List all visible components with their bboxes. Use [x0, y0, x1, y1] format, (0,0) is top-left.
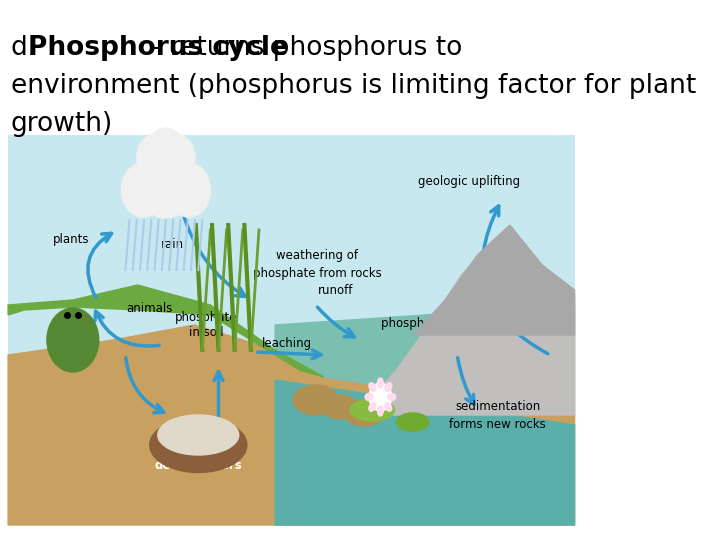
Text: runoff: runoff — [318, 284, 354, 296]
Polygon shape — [413, 225, 575, 335]
Ellipse shape — [377, 378, 383, 388]
Text: animals: animals — [127, 301, 173, 314]
Ellipse shape — [369, 383, 376, 391]
Text: in soil: in soil — [189, 327, 224, 340]
Ellipse shape — [158, 415, 239, 455]
Ellipse shape — [387, 394, 396, 401]
Text: environment (phosphorus is limiting factor for plant: environment (phosphorus is limiting fact… — [11, 73, 696, 99]
Bar — [8, 135, 575, 525]
Ellipse shape — [377, 406, 383, 416]
Text: d.: d. — [11, 35, 44, 61]
Text: geologic uplifting: geologic uplifting — [418, 176, 521, 188]
Text: decomposers: decomposers — [154, 458, 242, 471]
Text: Phosphorus cycle: Phosphorus cycle — [28, 35, 288, 61]
Ellipse shape — [385, 383, 392, 391]
Text: leaching: leaching — [262, 336, 312, 349]
Circle shape — [137, 134, 176, 182]
Polygon shape — [8, 285, 324, 377]
Circle shape — [135, 142, 197, 218]
Circle shape — [47, 308, 99, 372]
Circle shape — [369, 383, 392, 411]
Ellipse shape — [344, 400, 384, 426]
Polygon shape — [275, 305, 575, 415]
Polygon shape — [8, 325, 575, 525]
Polygon shape — [275, 380, 575, 525]
Ellipse shape — [397, 413, 429, 431]
Circle shape — [156, 134, 195, 182]
Ellipse shape — [50, 322, 95, 368]
Ellipse shape — [385, 403, 392, 411]
Text: growth): growth) — [11, 111, 113, 137]
Text: sedimentation: sedimentation — [455, 401, 540, 414]
Text: weathering of: weathering of — [276, 249, 359, 262]
Text: rain: rain — [161, 239, 184, 252]
Polygon shape — [356, 240, 575, 415]
Text: phosphate from rocks: phosphate from rocks — [253, 267, 382, 280]
Text: phosphate in solution: phosphate in solution — [381, 316, 509, 329]
Ellipse shape — [293, 385, 338, 415]
Text: plants: plants — [53, 233, 89, 246]
Circle shape — [148, 128, 184, 172]
Ellipse shape — [369, 403, 376, 411]
Ellipse shape — [365, 394, 373, 401]
Text: forms new rocks: forms new rocks — [449, 417, 546, 430]
Circle shape — [167, 163, 210, 217]
Ellipse shape — [150, 417, 247, 472]
Ellipse shape — [322, 395, 358, 419]
Text: - returns phosphorus to: - returns phosphorus to — [152, 35, 462, 61]
Circle shape — [122, 163, 165, 217]
Text: phosphate: phosphate — [175, 312, 238, 325]
Ellipse shape — [350, 399, 395, 421]
